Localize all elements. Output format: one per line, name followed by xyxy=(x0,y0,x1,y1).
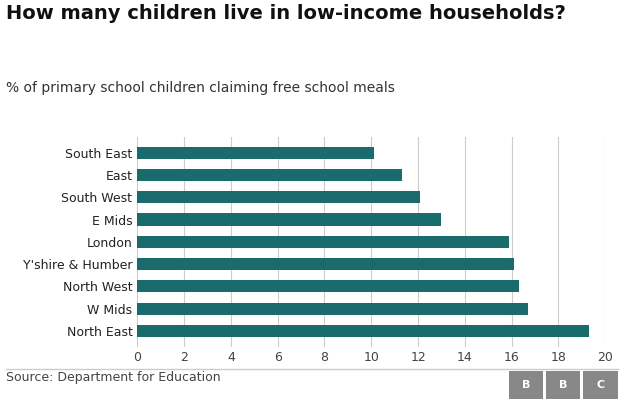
Text: B: B xyxy=(522,380,530,390)
Bar xyxy=(137,258,514,270)
Bar xyxy=(137,214,442,226)
Text: Source: Department for Education: Source: Department for Education xyxy=(6,371,221,384)
Text: How many children live in low-income households?: How many children live in low-income hou… xyxy=(6,4,566,23)
Text: % of primary school children claiming free school meals: % of primary school children claiming fr… xyxy=(6,81,395,95)
Text: B: B xyxy=(559,380,567,390)
Bar xyxy=(137,325,589,337)
Bar xyxy=(137,280,519,293)
Bar xyxy=(137,169,402,181)
Bar xyxy=(137,303,528,315)
Text: C: C xyxy=(597,380,605,390)
Bar xyxy=(137,147,374,159)
Bar xyxy=(137,236,509,248)
Bar xyxy=(137,191,421,204)
